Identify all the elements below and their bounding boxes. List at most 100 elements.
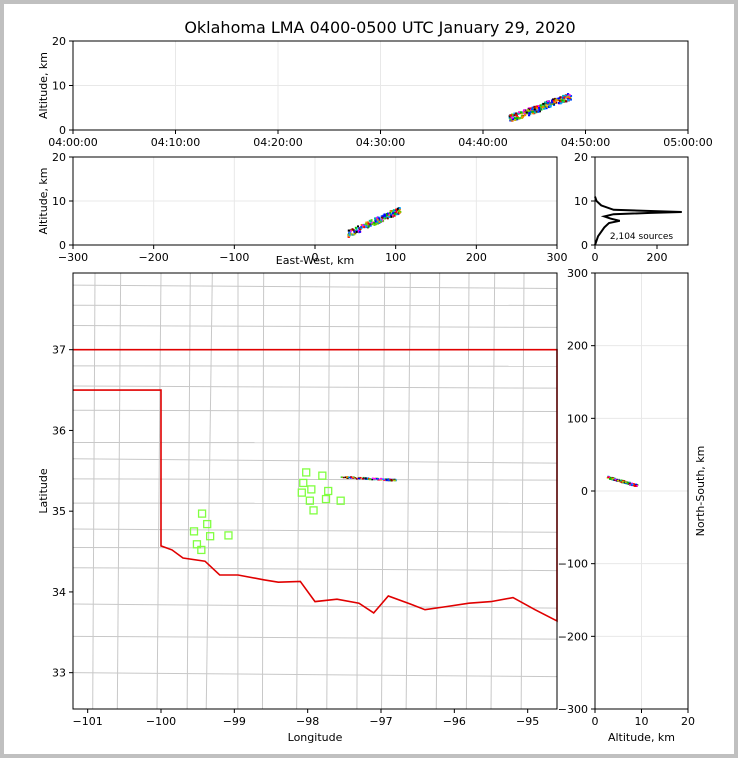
north-south-height-panel: −300 −200 −100 0 100 200 300 0 10 20 Altitude, km N… xyxy=(558,267,707,744)
time-height-source xyxy=(511,118,515,121)
ew-source xyxy=(371,223,374,226)
time-height-source xyxy=(538,110,541,113)
ns-source xyxy=(628,483,631,486)
hist-xtick-label: 200 xyxy=(647,251,668,264)
time-height-source xyxy=(546,102,549,105)
time-height-source xyxy=(542,106,545,109)
county-line xyxy=(72,547,558,550)
time-height-source xyxy=(540,104,543,107)
time-height-source xyxy=(563,99,566,102)
time-height-source xyxy=(511,113,514,116)
ns-ytick-label: 200 xyxy=(567,340,588,353)
time-height-source xyxy=(528,112,531,115)
county-line xyxy=(465,272,470,710)
ew-source xyxy=(397,210,400,213)
time-height-source xyxy=(531,106,534,109)
county-line xyxy=(405,272,411,710)
time-height-source xyxy=(530,108,534,111)
time-height-source xyxy=(542,102,545,105)
ew-source xyxy=(389,211,392,214)
map-ytick-label: 33 xyxy=(52,667,66,680)
time-height-source xyxy=(552,104,556,107)
ew-source xyxy=(382,216,385,219)
time-height-source xyxy=(529,107,532,110)
time-height-source xyxy=(551,101,554,104)
time-height-source xyxy=(517,112,520,115)
ew-source xyxy=(370,220,373,223)
map-source xyxy=(340,476,343,478)
county-line xyxy=(356,272,360,710)
ew-source xyxy=(351,228,354,231)
county-line xyxy=(72,567,558,572)
time-height-source xyxy=(535,110,538,113)
time-height-source xyxy=(538,108,541,111)
time-height-source xyxy=(510,116,513,119)
ew-source xyxy=(360,226,363,229)
time-height-source xyxy=(566,93,570,96)
time-height-source xyxy=(564,94,567,97)
time-height-source xyxy=(547,106,551,109)
ew-ylabel: Altitude, km xyxy=(37,167,50,234)
ew-source xyxy=(359,227,362,230)
lma-station xyxy=(203,519,212,529)
time-height-source xyxy=(568,97,571,100)
ns-source xyxy=(623,481,626,484)
time-height-xtick-label: 04:50:00 xyxy=(561,136,610,149)
lma-station xyxy=(297,488,306,497)
time-height-ytick-label: 20 xyxy=(52,35,66,48)
county-line xyxy=(72,635,558,640)
lma-figure: Oklahoma LMA 0400-0500 UTC January 29, 2… xyxy=(37,18,713,744)
time-height-source xyxy=(569,94,573,97)
time-height-ylabel: Altitude, km xyxy=(37,52,50,119)
time-height-source xyxy=(543,107,546,110)
county-line xyxy=(205,272,213,710)
lma-station xyxy=(302,468,311,477)
time-height-source xyxy=(552,98,555,101)
lma-station xyxy=(321,494,331,504)
chart-title: Oklahoma LMA 0400-0500 UTC January 29, 2… xyxy=(184,18,575,37)
time-height-source xyxy=(540,108,543,111)
ns-source xyxy=(635,483,638,486)
ew-source xyxy=(378,220,381,223)
ew-source xyxy=(374,220,377,223)
time-height-source xyxy=(555,99,559,102)
lma-station xyxy=(307,485,316,494)
time-height-source xyxy=(544,101,547,104)
time-height-source xyxy=(545,107,548,110)
ns-source xyxy=(612,477,615,480)
ew-source xyxy=(385,215,388,218)
time-height-source xyxy=(533,111,537,114)
ew-source xyxy=(369,224,372,227)
county-line xyxy=(72,603,558,609)
ew-source xyxy=(386,217,389,220)
map-xtick-label: −101 xyxy=(73,715,103,728)
time-height-source xyxy=(527,107,530,110)
ew-source xyxy=(388,216,391,219)
ns-source xyxy=(631,483,634,486)
time-height-source xyxy=(560,100,563,103)
county-line xyxy=(72,478,558,481)
map-xtick-label: −99 xyxy=(223,715,246,728)
time-height-source xyxy=(523,109,526,112)
county-lines xyxy=(72,272,558,710)
ew-source xyxy=(378,221,381,224)
map-xtick-label: −98 xyxy=(296,715,319,728)
time-height-source xyxy=(535,108,538,111)
time-height-source xyxy=(520,112,524,115)
time-height-source xyxy=(511,114,514,117)
time-height-source xyxy=(509,114,512,117)
ew-ytick-label: 20 xyxy=(52,151,66,164)
ew-source xyxy=(353,233,356,236)
ew-source xyxy=(361,224,364,227)
map-source xyxy=(350,476,353,478)
county-line xyxy=(72,385,558,389)
ns-source xyxy=(632,483,635,485)
ew-source xyxy=(367,225,370,228)
ew-source xyxy=(390,215,393,218)
lma-station xyxy=(299,478,308,488)
time-height-source xyxy=(537,110,540,113)
map-source xyxy=(359,476,362,479)
time-height-source xyxy=(524,111,527,114)
time-height-source xyxy=(513,112,516,115)
